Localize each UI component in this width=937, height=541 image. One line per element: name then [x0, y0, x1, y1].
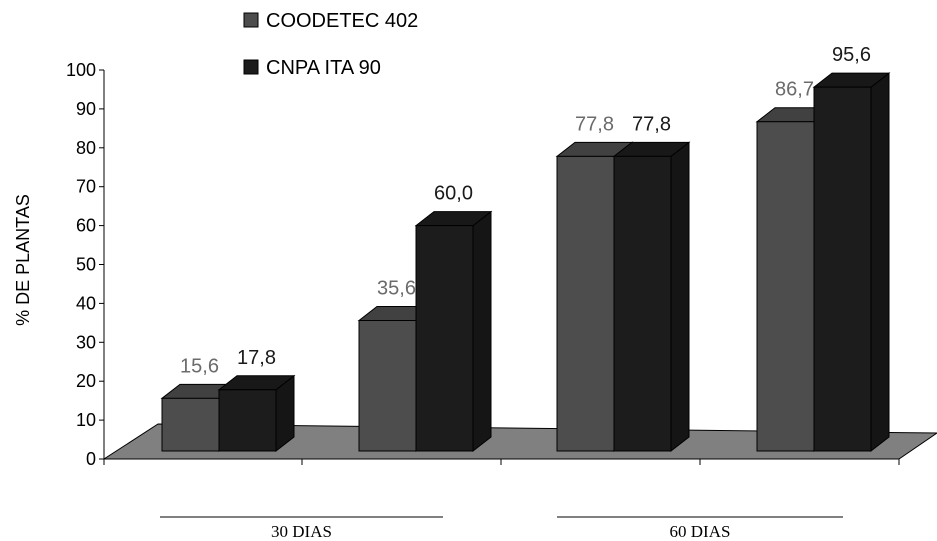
data-label: 15,6: [180, 355, 219, 377]
legend: COODETEC 402 CNPA ITA 90: [243, 10, 418, 79]
y-tick-label: 0: [86, 449, 96, 469]
data-label: 17,8: [237, 347, 276, 369]
bar: [612, 141, 691, 453]
legend-label: CNPA ITA 90: [266, 57, 381, 79]
bar-front-face: [415, 225, 474, 452]
y-tick-label: 50: [76, 255, 96, 275]
legend-swatch: [243, 12, 259, 28]
y-tick-label: 30: [76, 332, 96, 352]
data-label: 77,8: [575, 113, 614, 135]
bar-front-face: [218, 389, 277, 452]
y-axis: 0 10 20 30 40 50 60 70 80 90 100: [66, 60, 900, 469]
y-tick-label: 100: [66, 60, 96, 80]
legend-swatch: [243, 59, 259, 75]
bar-side-face: [870, 72, 890, 453]
bar: [812, 72, 891, 453]
bar-front-face: [358, 320, 417, 452]
data-labels: 15,6 35,6 77,8 86,7 17,8 60,0 77,8 95,6: [180, 44, 871, 377]
y-tick-label: 60: [76, 216, 96, 236]
data-label: 77,8: [632, 113, 671, 135]
bar: [414, 210, 493, 453]
group-label: 60 DIAS: [670, 522, 731, 541]
group-label: 30 DIAS: [271, 522, 332, 541]
data-label: 86,7: [775, 79, 814, 101]
bars: [160, 72, 891, 453]
y-tick-label: 40: [76, 293, 96, 313]
group-labels: 30 DIAS 60 DIAS: [160, 516, 843, 541]
bar: [217, 374, 296, 453]
y-axis-label: % DE PLANTAS: [13, 194, 33, 326]
bar-front-face: [756, 121, 815, 452]
bar-side-face: [472, 210, 492, 453]
bar-front-face: [613, 155, 672, 452]
y-tick-label: 20: [76, 371, 96, 391]
bar-front-face: [556, 155, 615, 452]
floor-plane: [102, 423, 937, 460]
bar-side-face: [670, 141, 690, 453]
y-tick-label: 70: [76, 177, 96, 197]
y-tick-label: 80: [76, 138, 96, 158]
y-tick-label: 90: [76, 99, 96, 119]
data-label: 95,6: [832, 44, 871, 66]
legend-label: COODETEC 402: [266, 10, 418, 32]
chart-floor: [102, 423, 937, 460]
data-label: 35,6: [377, 278, 416, 300]
data-label: 60,0: [434, 183, 473, 205]
y-tick-label: 10: [76, 410, 96, 430]
bar-front-face: [161, 397, 220, 452]
bar-front-face: [813, 86, 872, 452]
